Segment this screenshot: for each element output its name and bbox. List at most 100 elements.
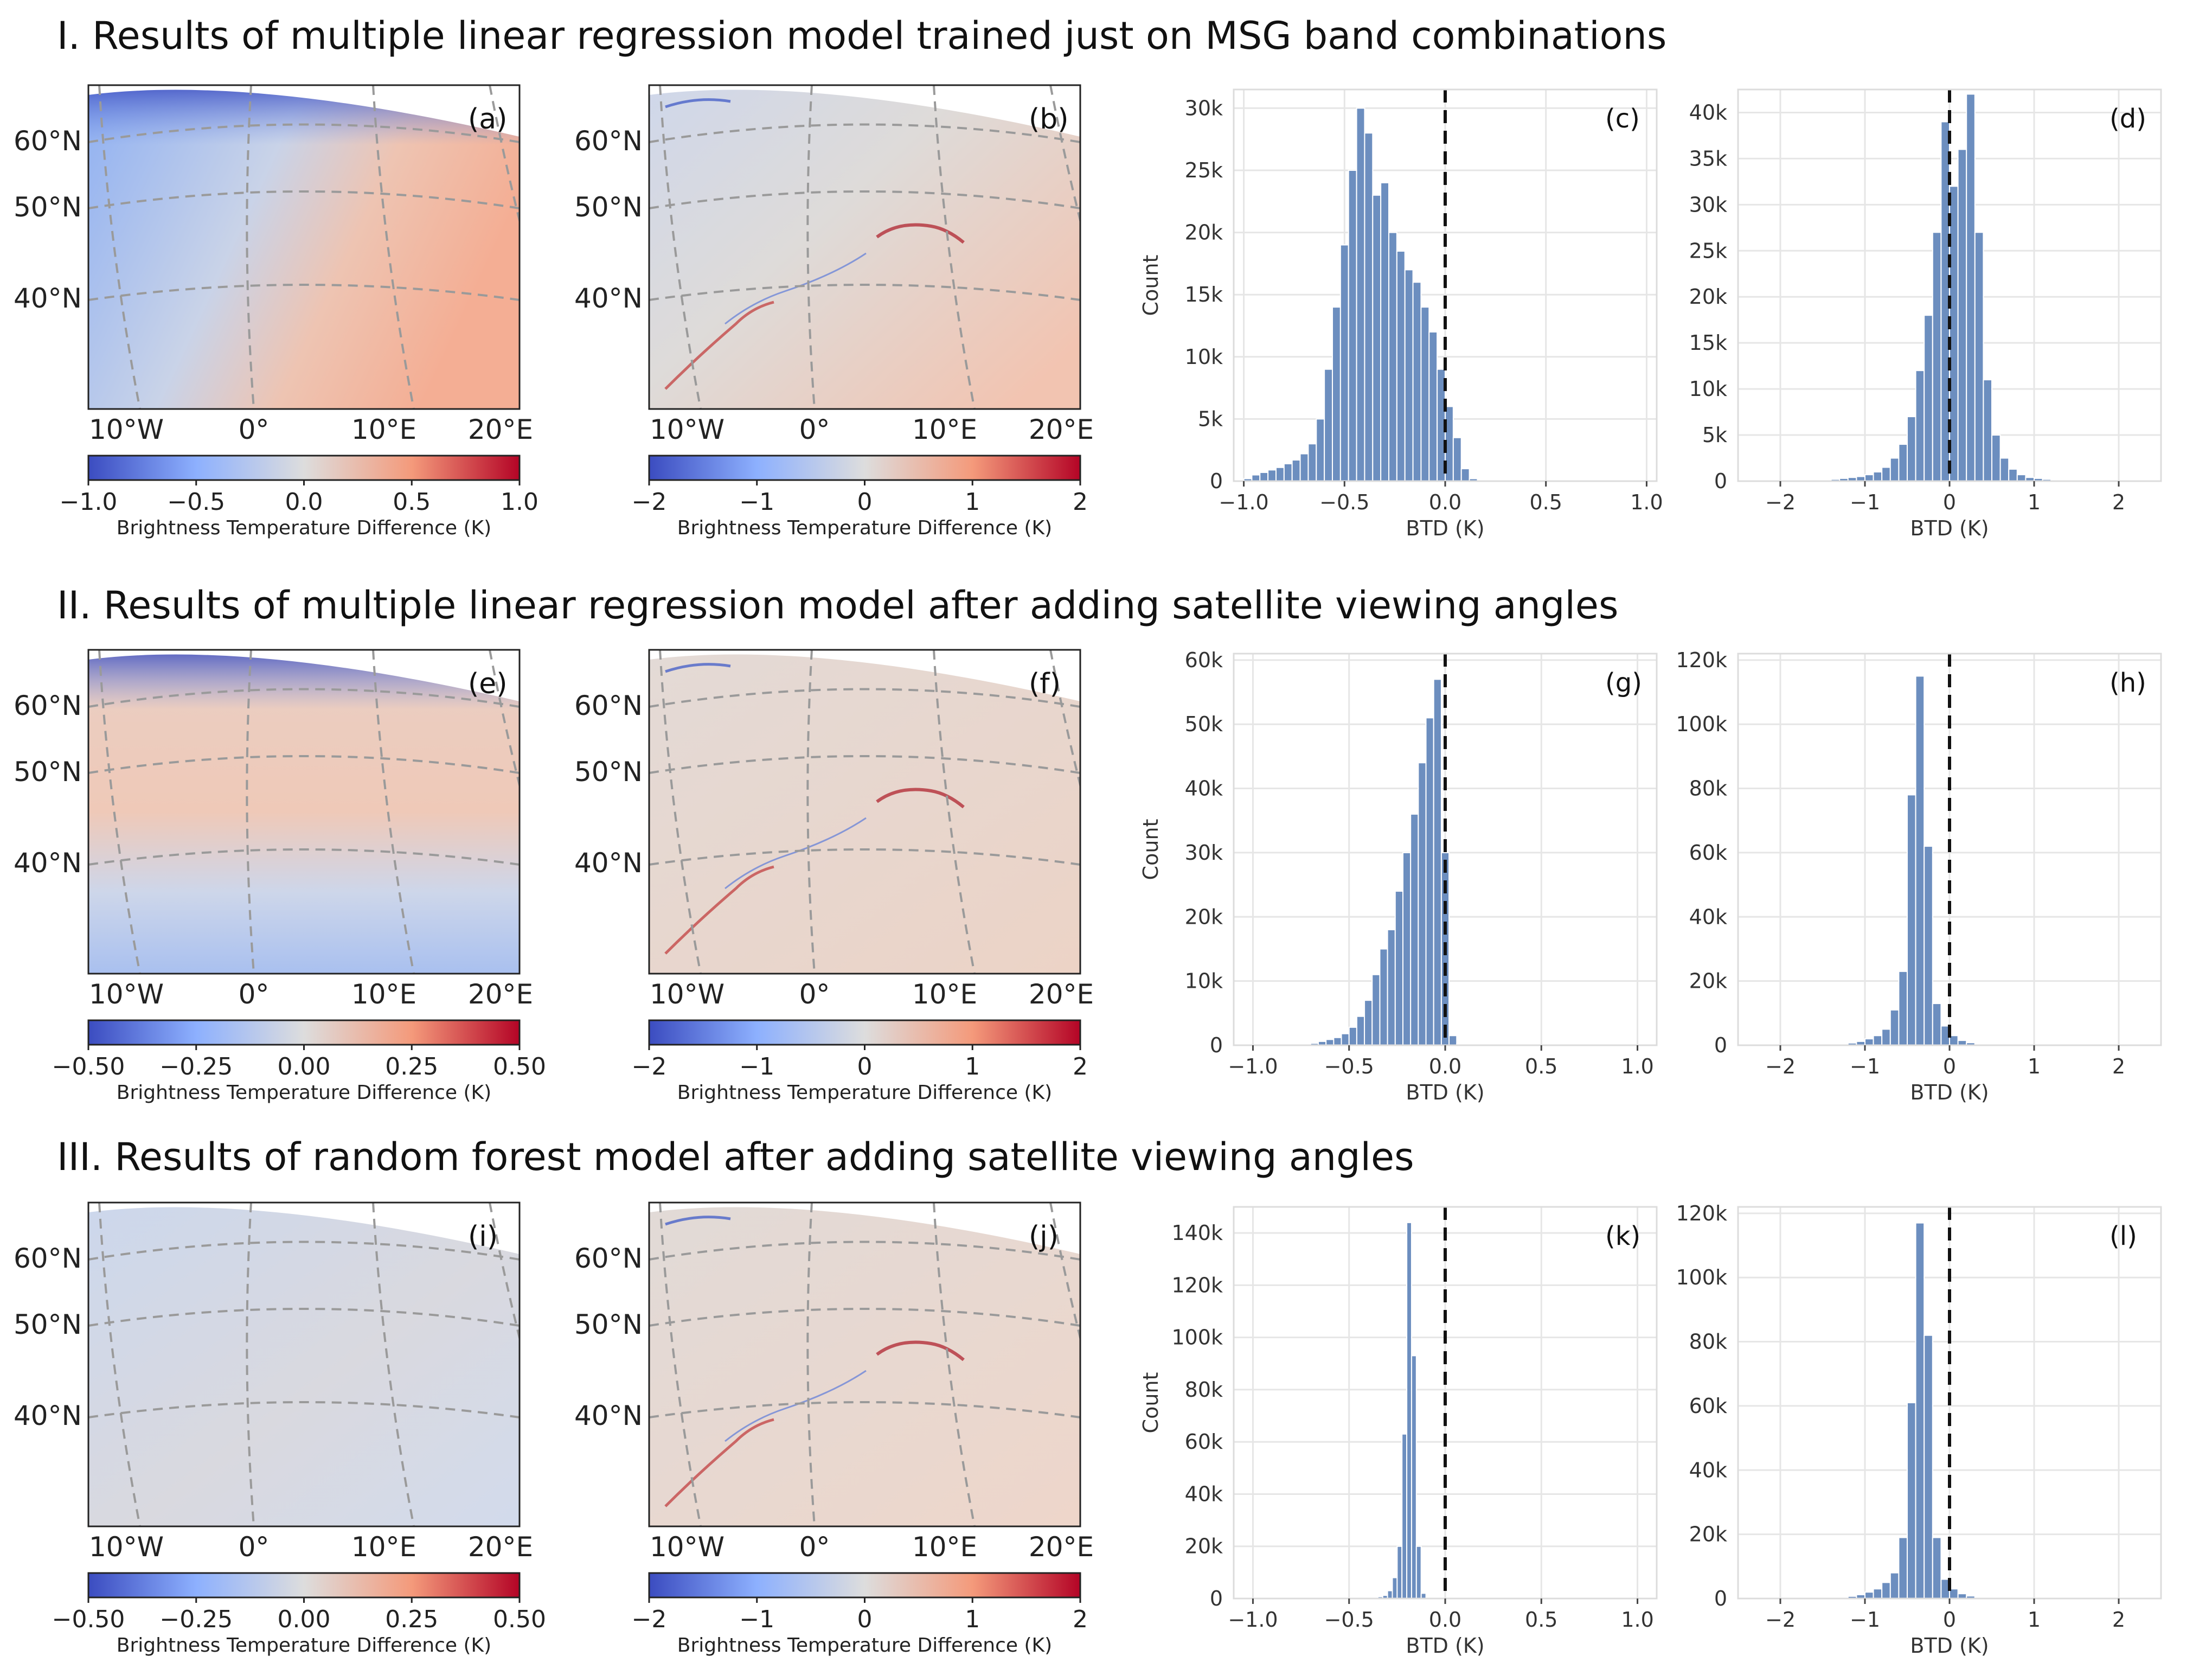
colorbar-tick-label: 1 (965, 488, 980, 516)
histogram-bar (1889, 457, 1900, 482)
y-tick-label: 80k (1689, 1330, 1727, 1354)
latitude-label: 60°N (14, 690, 82, 721)
map-outside-area (88, 650, 520, 701)
colorbar-tick-label: 0.25 (385, 1053, 438, 1081)
histogram-bar (1864, 1038, 1874, 1046)
longitude-label: 20°E (468, 979, 533, 1010)
y-tick-label: 30k (1689, 193, 1727, 216)
map-outside-area (649, 650, 1080, 701)
histogram-bar (1932, 232, 1942, 482)
colorbar-tick-label: −2 (632, 488, 667, 516)
map-field (649, 1203, 1080, 1526)
x-tick-label: 1.0 (1621, 1054, 1653, 1078)
histogram-bar (1452, 437, 1462, 482)
histogram-bar (1415, 1545, 1422, 1600)
x-tick-label: 1.0 (1621, 1608, 1653, 1632)
row-title-2: II. Results of multiple linear regressio… (57, 583, 1618, 628)
histogram-c: −1.0 −0.5 0.0 0.5 1.0 0 5k 10k 15k 20k 25k 30k BTD (… (1139, 88, 1663, 540)
map-outside-area (649, 85, 1080, 137)
longitude-label: 10°W (89, 414, 164, 445)
x-tick-label: −1.0 (1228, 1608, 1278, 1632)
latitude-label: 50°N (14, 1309, 82, 1340)
y-tick-label: 20k (1185, 1535, 1223, 1558)
longitude-label: 10°W (89, 979, 164, 1010)
y-tick-label: 60k (1689, 1394, 1727, 1418)
histogram-bar (1406, 1222, 1412, 1599)
longitude-label: 0° (239, 1531, 270, 1563)
graticule-meridian (246, 650, 255, 974)
y-tick-label: 20k (1185, 905, 1223, 929)
graticule-meridian (933, 650, 976, 974)
colorbar-tick-label: −1 (739, 1606, 774, 1633)
x-tick-label: −1.0 (1228, 1054, 1278, 1078)
x-tick-label: −1 (1850, 490, 1880, 514)
y-tick-label: 10k (1185, 345, 1223, 369)
longitude-label: 10°E (351, 979, 416, 1010)
y-tick-label: 40k (1689, 100, 1727, 124)
colorbar-tick-label: 0 (857, 1053, 873, 1081)
histogram-bar (1907, 794, 1916, 1046)
x-axis-label: BTD (K) (1910, 1634, 1989, 1658)
y-tick-label: 120k (1676, 648, 1727, 672)
graticule-meridian (372, 650, 415, 974)
y-tick-label: 60k (1689, 841, 1727, 865)
histogram-bar (1364, 1000, 1373, 1046)
latitude-label: 50°N (574, 191, 643, 223)
y-tick-label: 120k (1171, 1273, 1223, 1297)
colorbar-label: Brightness Temperature Difference (K) (677, 1634, 1052, 1657)
panel-label: (k) (1605, 1221, 1640, 1251)
panel-label: (h) (2110, 668, 2146, 698)
longitude-label: 20°E (1029, 414, 1094, 445)
colorbar-label: Brightness Temperature Difference (K) (117, 1634, 491, 1657)
latitude-label: 50°N (14, 756, 82, 788)
histogram-bar (1388, 232, 1397, 482)
panel-label: (b) (1029, 103, 1069, 136)
histogram-bar (1380, 182, 1389, 482)
x-tick-label: 0 (1943, 490, 1956, 514)
histogram-bar (1915, 370, 1925, 482)
y-tick-label: 50k (1185, 712, 1223, 736)
map-panel-e: (e) 60°N 50°N 40°N 10°W 0° 10°E 20°E −0.50 −0.25 0… (14, 649, 546, 1104)
colorbar-tick-label: 1.0 (501, 488, 538, 516)
map-streak (664, 1418, 774, 1507)
colorbar-label: Brightness Temperature Difference (K) (677, 517, 1052, 539)
y-tick-label: 100k (1676, 1265, 1727, 1289)
histogram-bar (1448, 1035, 1458, 1046)
y-tick-label: 20k (1185, 221, 1223, 245)
y-tick-label: 30k (1185, 841, 1223, 865)
colorbar (87, 1019, 521, 1046)
colorbar-tick-label: 1 (965, 1053, 980, 1081)
x-tick-label: 1 (2028, 1608, 2041, 1632)
graticule-meridian (98, 650, 141, 974)
histogram-bar (1404, 269, 1414, 482)
graticule-latitude (649, 123, 1080, 143)
graticule-meridian (98, 85, 141, 409)
longitude-label: 10°W (650, 414, 724, 445)
x-tick-label: 0.5 (1525, 1608, 1557, 1632)
panel-label: (f) (1029, 668, 1061, 700)
map-frame (648, 649, 1081, 975)
latitude-label: 60°N (14, 125, 82, 157)
longitude-label: 10°E (912, 1531, 977, 1563)
latitude-label: 40°N (14, 847, 82, 879)
histogram-bar (1915, 1222, 1925, 1599)
colorbar (87, 455, 521, 481)
graticule-latitude (649, 1308, 1080, 1327)
latitude-label: 50°N (574, 756, 643, 788)
x-tick-label: −0.5 (1319, 490, 1369, 514)
graticule-latitude (88, 190, 520, 209)
longitude-label: 0° (239, 414, 270, 445)
graticule-latitude (88, 1401, 520, 1418)
colorbar-tick-label: −1 (739, 488, 774, 516)
graticule-latitude (88, 123, 520, 143)
histogram-bar (1932, 1537, 1942, 1599)
graticule-meridian (659, 650, 702, 974)
graticule-meridian (659, 1203, 702, 1526)
y-tick-label: 0 (1714, 1587, 1727, 1610)
graticule-meridian (933, 85, 976, 409)
histogram-bar (1325, 1039, 1335, 1046)
histogram-bar (1394, 890, 1403, 1046)
graticule-latitude (88, 755, 520, 774)
histogram-bar (1251, 474, 1261, 482)
